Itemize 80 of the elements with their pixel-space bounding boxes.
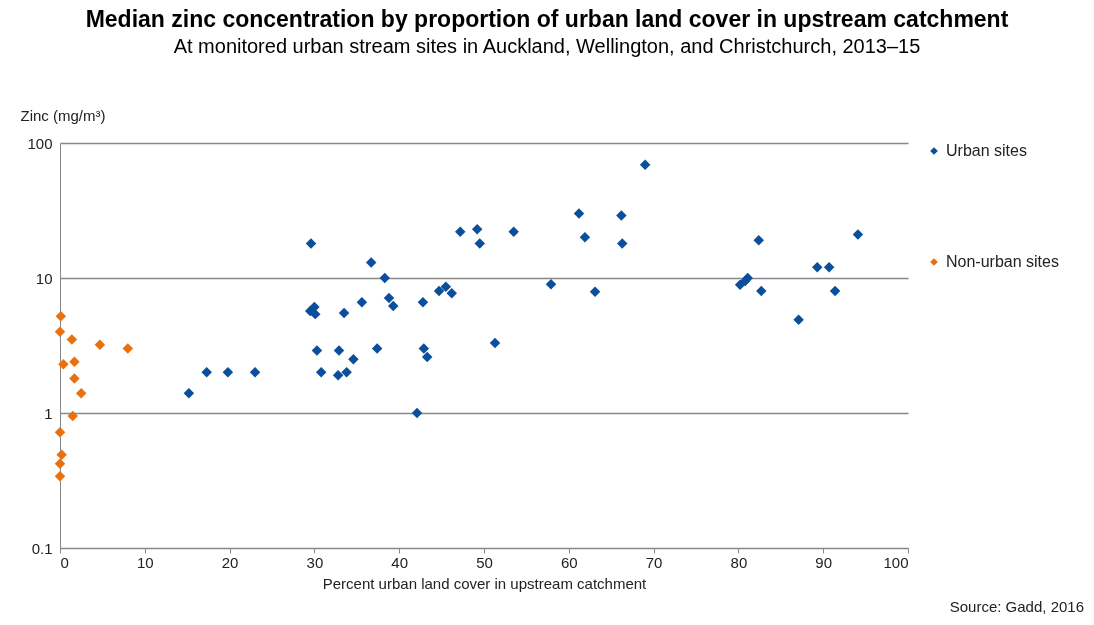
point xyxy=(411,407,423,419)
point xyxy=(55,311,67,322)
point xyxy=(455,226,466,238)
point xyxy=(756,285,767,297)
chart-subtitle: At monitored urban stream sites in Auckland, Wellington, and Christchurch, 2013–15 xyxy=(172,35,922,58)
point xyxy=(67,410,78,422)
x-tick-label: 70 xyxy=(645,553,663,571)
point xyxy=(371,343,383,354)
point xyxy=(573,208,585,219)
point xyxy=(94,339,106,351)
point xyxy=(333,345,345,356)
point xyxy=(54,427,66,438)
point xyxy=(305,238,317,249)
point xyxy=(489,337,501,349)
x-tick-label: 80 xyxy=(730,553,748,571)
point xyxy=(433,285,445,297)
x-tick-label: 50 xyxy=(476,553,493,571)
point xyxy=(54,458,66,470)
point xyxy=(474,238,485,249)
point xyxy=(365,257,377,268)
point xyxy=(69,356,80,367)
point xyxy=(446,288,458,299)
point xyxy=(545,278,557,290)
point xyxy=(311,345,323,356)
point xyxy=(249,367,261,378)
point xyxy=(812,262,823,273)
point xyxy=(54,471,66,482)
point xyxy=(421,351,433,363)
point xyxy=(183,388,195,399)
point xyxy=(852,229,864,240)
y-tick-label: 100 xyxy=(27,134,53,152)
point xyxy=(579,232,591,243)
x-tick-label: 90 xyxy=(815,553,833,571)
point xyxy=(222,367,234,378)
point xyxy=(388,300,399,312)
x-tick-label: 60 xyxy=(560,553,578,571)
point xyxy=(823,262,835,273)
y-tick-label: 0.1 xyxy=(31,539,53,557)
point xyxy=(589,286,601,298)
point xyxy=(201,367,212,378)
point xyxy=(616,210,627,221)
point xyxy=(332,370,344,381)
point xyxy=(440,281,452,293)
point xyxy=(348,354,359,365)
point xyxy=(315,367,327,378)
point xyxy=(639,159,651,170)
point xyxy=(58,358,69,370)
point xyxy=(341,367,352,378)
y-tick-label: 1 xyxy=(44,404,53,422)
point xyxy=(418,343,430,354)
point xyxy=(383,292,395,304)
point xyxy=(471,223,483,235)
x-tick-label: 100 xyxy=(883,553,909,571)
x-tick-label: 10 xyxy=(136,553,154,571)
y-tick-label: 10 xyxy=(35,269,53,287)
point xyxy=(753,235,764,246)
point xyxy=(793,314,804,326)
legend-label: Non-urban sites xyxy=(946,253,1059,270)
point xyxy=(417,297,429,308)
point xyxy=(829,285,841,297)
point xyxy=(379,272,391,284)
x-tick-label: 30 xyxy=(306,553,324,571)
point xyxy=(54,326,66,337)
source-note: Source: Gadd, 2016 xyxy=(948,598,1084,615)
point xyxy=(122,343,134,354)
point xyxy=(56,449,67,461)
chart-title: Median zinc concentration by proportion of urban land cover in upstream catchment xyxy=(84,6,1010,33)
point xyxy=(69,373,80,384)
point xyxy=(356,297,368,308)
point xyxy=(338,307,350,319)
x-tick-label: 40 xyxy=(391,553,409,571)
x-tick-label: 20 xyxy=(221,553,239,571)
point xyxy=(616,238,628,249)
y-axis-title: Zinc (mg/m³) xyxy=(20,106,106,124)
legend-label: Urban sites xyxy=(946,142,1027,159)
point xyxy=(75,388,87,399)
point xyxy=(66,334,78,345)
point xyxy=(508,226,519,238)
x-tick-label: 0 xyxy=(60,553,69,571)
x-axis-title: Percent urban land cover in upstream catchment xyxy=(322,574,648,592)
